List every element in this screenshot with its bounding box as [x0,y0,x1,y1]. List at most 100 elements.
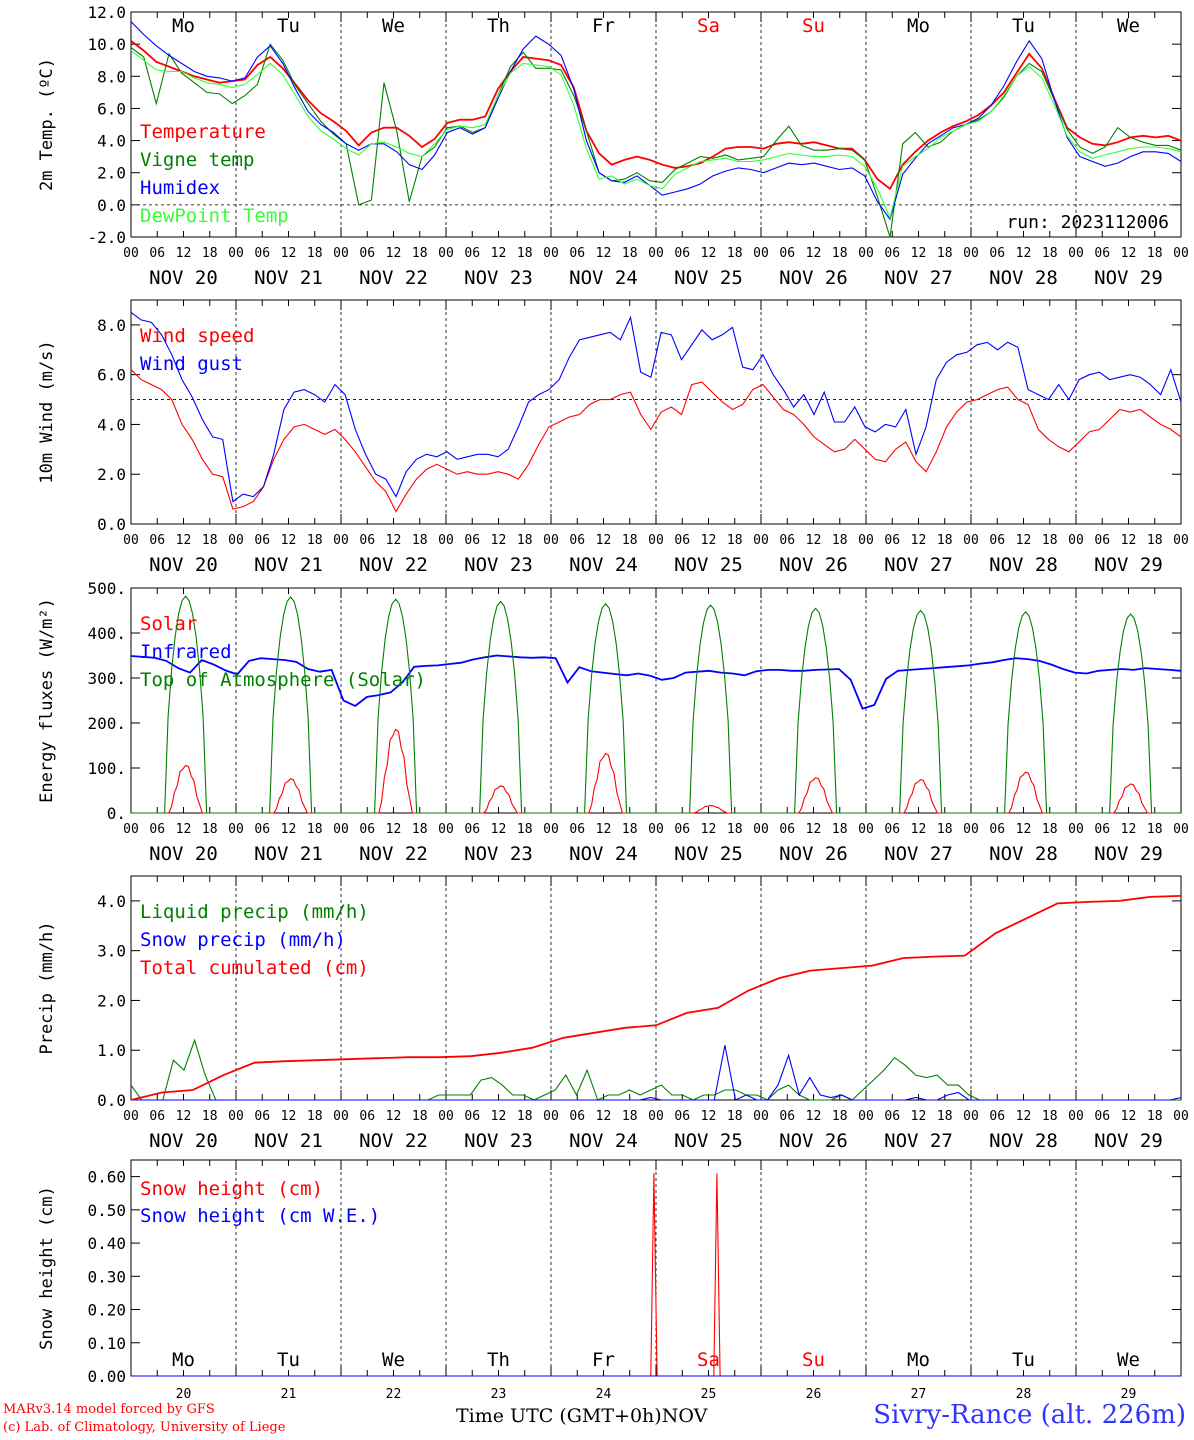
hour-tick-label: 00 [753,533,769,548]
day-name-label: Mo [907,15,930,37]
hour-tick-label: 18 [412,533,428,548]
hour-tick-label: 12 [596,533,612,548]
hour-tick-label: 00 [1068,822,1084,837]
x-axis-title: Time UTC (GMT+0h)NOV [456,1405,707,1427]
hour-tick-label: 06 [989,1109,1005,1124]
date-label: NOV 25 [674,554,743,576]
hour-tick-label: 18 [727,533,743,548]
hour-tick-label: 18 [517,1109,533,1124]
legend-entry: Solar [140,613,197,635]
hour-tick-label: 18 [307,246,323,261]
date-label: NOV 22 [359,843,428,865]
date-label: NOV 24 [569,843,638,865]
hour-tick-label: 00 [333,822,349,837]
legend-entry: DewPoint Temp [140,205,289,227]
hour-tick-label: 00 [543,246,559,261]
hour-tick-label: 18 [1042,822,1058,837]
hour-tick-label: 06 [779,246,795,261]
hour-tick-label: 00 [123,822,139,837]
series-line-top-of-atmosphere-solar [131,595,1181,814]
hour-tick-label: 18 [622,1109,638,1124]
hour-tick-label: 00 [123,1109,139,1124]
hour-tick-label: 00 [1068,246,1084,261]
hour-tick-label: 12 [596,1109,612,1124]
hour-tick-label: 12 [491,1109,507,1124]
hour-tick-label: 06 [149,822,165,837]
day-number-label: 29 [1121,1387,1137,1402]
date-label: NOV 27 [884,843,953,865]
hour-tick-label: 06 [464,533,480,548]
hour-tick-label: 06 [989,533,1005,548]
date-label: NOV 29 [1094,267,1163,289]
hour-tick-label: 18 [307,533,323,548]
y-tick-label: 0.50 [87,1201,126,1220]
series-line-infrared [130,654,1182,710]
station-name: Sivry-Rance (alt. 226m) [873,1400,1186,1430]
hour-tick-label: 06 [254,822,270,837]
plot-frame [130,587,1182,814]
hour-tick-label: 12 [1016,1109,1032,1124]
hour-tick-label: 06 [674,533,690,548]
hour-tick-label: 00 [438,1109,454,1124]
hour-tick-label: 12 [386,533,402,548]
y-axis-label: 10m Wind (m/s) [37,340,57,483]
date-label: NOV 24 [569,267,638,289]
hour-tick-label: 06 [779,822,795,837]
hour-tick-label: 00 [438,246,454,261]
hour-tick-label: 00 [228,246,244,261]
date-label: NOV 29 [1094,1130,1163,1152]
hour-tick-label: 18 [517,246,533,261]
hour-tick-label: 00 [963,1109,979,1124]
legend-entry: Snow height (cm W.E.) [140,1205,380,1227]
day-name-label: We [382,1349,405,1371]
hour-tick-label: 00 [648,822,664,837]
hour-tick-label: 18 [622,533,638,548]
hour-tick-label: 12 [911,822,927,837]
hour-tick-label: 12 [701,533,717,548]
y-axis-label: Precip (mm/h) [37,921,57,1054]
legend-entry: Infrared [140,641,232,663]
y-tick-label: -2.0 [87,228,126,247]
hour-tick-label: 06 [1094,822,1110,837]
hour-tick-label: 06 [884,822,900,837]
date-label: NOV 22 [359,267,428,289]
date-label: NOV 24 [569,554,638,576]
day-number-label: 25 [701,1387,717,1402]
hour-tick-label: 12 [281,1109,297,1124]
day-name-label: Su [802,15,825,37]
y-tick-label: 0. [107,804,126,823]
hour-tick-label: 12 [1121,246,1137,261]
day-name-label: We [1117,1349,1140,1371]
hour-tick-label: 06 [464,1109,480,1124]
date-label: NOV 23 [464,267,533,289]
y-tick-label: 8.0 [97,67,126,86]
hour-tick-label: 12 [701,246,717,261]
legend-entry: Liquid precip (mm/h) [140,901,369,923]
hour-tick-label: 12 [1016,822,1032,837]
hour-tick-label: 00 [438,822,454,837]
hour-tick-label: 00 [1173,1109,1189,1124]
y-tick-label: 8.0 [97,316,126,335]
day-name-label: We [1117,15,1140,37]
y-tick-label: 0.40 [87,1234,126,1253]
hour-tick-label: 18 [1042,1109,1058,1124]
y-tick-label: 2.0 [97,991,126,1010]
day-name-label: Sa [697,15,720,37]
date-label: NOV 27 [884,1130,953,1152]
hour-tick-label: 06 [359,822,375,837]
date-label: NOV 26 [779,1130,848,1152]
date-label: NOV 20 [149,843,218,865]
date-label: NOV 23 [464,554,533,576]
hour-tick-label: 00 [333,1109,349,1124]
hour-tick-label: 00 [228,822,244,837]
hour-tick-label: 18 [202,1109,218,1124]
y-tick-label: 0.20 [87,1301,126,1320]
y-tick-label: 200. [87,714,126,733]
y-tick-label: 0.0 [97,515,126,534]
hour-tick-label: 06 [569,822,585,837]
hour-tick-label: 00 [858,533,874,548]
legend-entry: Temperature [140,121,266,143]
hour-tick-label: 18 [832,1109,848,1124]
date-label: NOV 28 [989,267,1058,289]
day-name-label: Th [487,15,510,37]
